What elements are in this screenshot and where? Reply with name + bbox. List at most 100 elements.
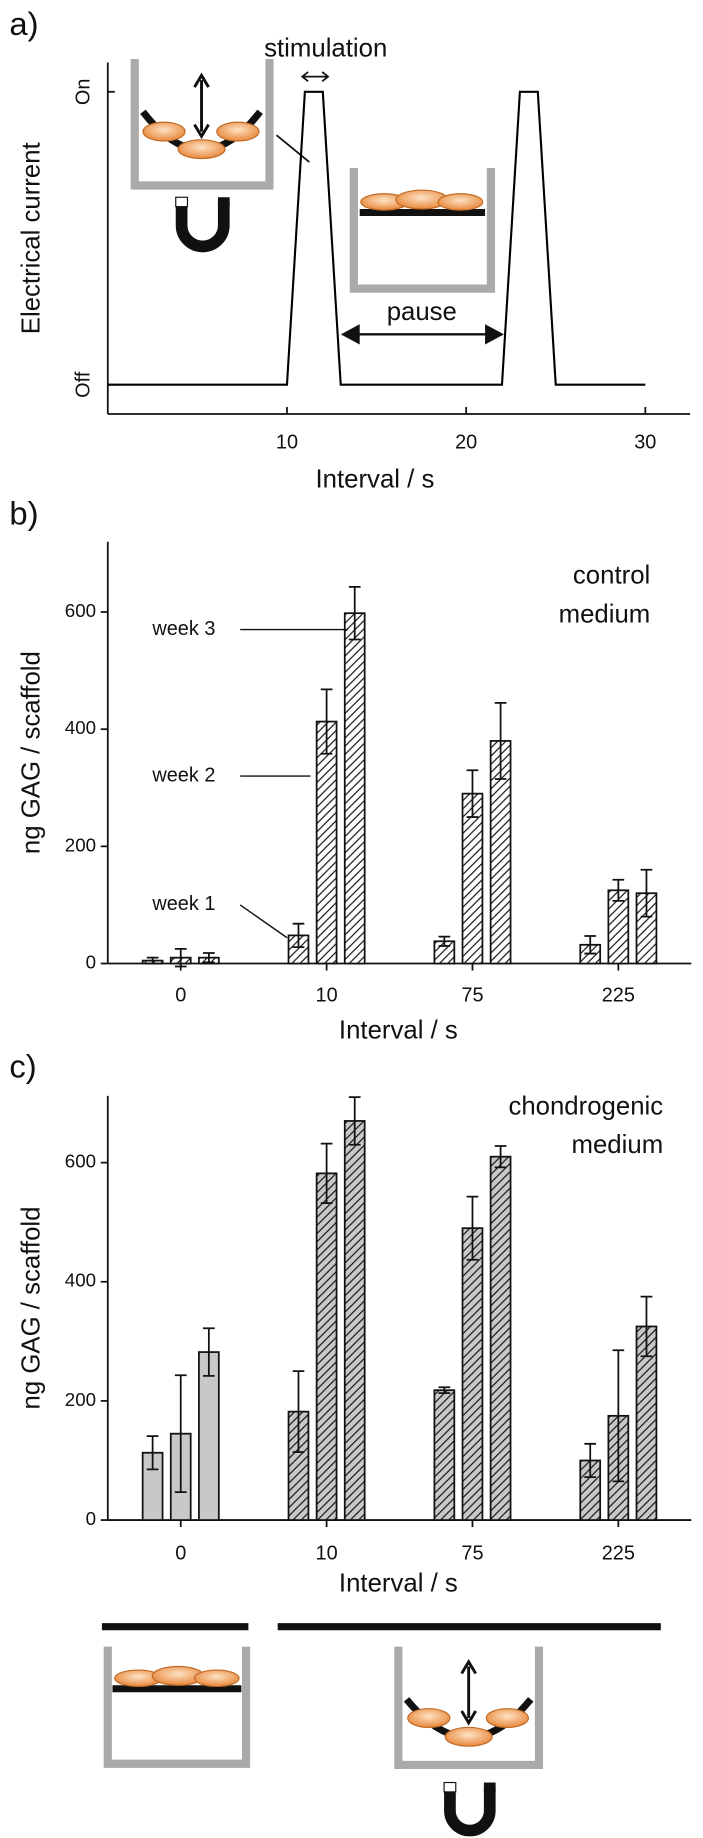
error-bar-line bbox=[146, 956, 159, 965]
y-tick-label: 400 bbox=[65, 717, 96, 738]
x-tick-label: 10 bbox=[316, 985, 338, 1007]
illustration-stimulated bbox=[130, 58, 310, 253]
annotation-arrows bbox=[300, 71, 504, 345]
bar bbox=[315, 1172, 338, 1521]
error-bar bbox=[494, 1145, 507, 1169]
bar bbox=[315, 720, 338, 965]
error-bar-line bbox=[146, 1435, 159, 1471]
error-bar-line bbox=[174, 1374, 187, 1493]
series-label: week 1 bbox=[151, 893, 215, 915]
annotation: chondrogenic bbox=[508, 1092, 663, 1120]
error-bar bbox=[292, 922, 305, 948]
panel-label: a) bbox=[9, 5, 38, 42]
error-bar bbox=[640, 868, 653, 918]
error-bar-line bbox=[612, 1349, 625, 1483]
y-tick-label: 400 bbox=[65, 1270, 96, 1291]
error-bar-line bbox=[348, 1096, 361, 1146]
error-bar bbox=[466, 1195, 479, 1261]
error-bar bbox=[146, 1435, 159, 1471]
y-tick-label: 600 bbox=[65, 1151, 96, 1172]
error-bar-line bbox=[438, 1386, 451, 1395]
x-tick-label: 10 bbox=[316, 1542, 338, 1564]
x-axis-label: Interval / s bbox=[339, 1016, 458, 1044]
y-axis-label: ng GAG / scaffold bbox=[18, 1207, 46, 1410]
error-bar-line bbox=[292, 922, 305, 948]
error-bar bbox=[202, 952, 215, 964]
error-bar bbox=[174, 1374, 187, 1493]
y-axis-label: ng GAG / scaffold bbox=[18, 651, 46, 854]
error-bar bbox=[146, 956, 159, 965]
bar bbox=[461, 792, 484, 965]
signal-line bbox=[107, 90, 646, 386]
x-tick-label: 20 bbox=[455, 432, 477, 454]
error-bar bbox=[466, 769, 479, 818]
x-axis-label: Interval / s bbox=[316, 466, 435, 494]
error-bar-line bbox=[348, 585, 361, 641]
error-bar-line bbox=[584, 935, 597, 955]
error-bar bbox=[438, 935, 451, 947]
y-tick-label: 200 bbox=[65, 1389, 96, 1410]
bar bbox=[433, 1389, 456, 1521]
error-bar bbox=[348, 1096, 361, 1146]
x-axis-label: Interval / s bbox=[339, 1569, 458, 1597]
annotation: medium bbox=[559, 600, 651, 628]
error-bar bbox=[494, 701, 507, 780]
error-bar-line bbox=[584, 1442, 597, 1479]
panel-label: b) bbox=[9, 495, 38, 532]
error-bar bbox=[202, 1327, 215, 1377]
error-bar-line bbox=[494, 701, 507, 780]
error-bar bbox=[584, 935, 597, 955]
annotation: stimulation bbox=[264, 34, 387, 62]
annotation: pause bbox=[387, 298, 457, 326]
series-label: week 3 bbox=[151, 618, 215, 640]
bottom-illustration bbox=[101, 1623, 661, 1837]
y-axis-label: Electrical current bbox=[18, 142, 46, 334]
error-bar bbox=[640, 1295, 653, 1358]
y-tick-label: 0 bbox=[86, 1508, 96, 1529]
error-bar-line bbox=[640, 868, 653, 918]
bar bbox=[343, 1120, 366, 1521]
error-bar bbox=[612, 1349, 625, 1483]
x-tick-label: 225 bbox=[602, 985, 635, 1007]
x-tick-label: 10 bbox=[276, 432, 298, 454]
bar bbox=[461, 1227, 484, 1521]
error-bar-line bbox=[320, 688, 333, 755]
y-tick-label: 200 bbox=[65, 834, 96, 855]
error-bar-line bbox=[438, 935, 451, 947]
x-tick-label: 75 bbox=[461, 985, 483, 1007]
leader-line bbox=[239, 904, 288, 939]
annotation: control bbox=[573, 562, 650, 590]
error-bar bbox=[320, 688, 333, 755]
y-tick-label: 600 bbox=[65, 600, 96, 621]
error-bar-line bbox=[466, 769, 479, 818]
x-tick-label: 30 bbox=[634, 432, 656, 454]
error-bar bbox=[584, 1442, 597, 1479]
series-label: week 2 bbox=[151, 764, 215, 786]
bar bbox=[489, 1155, 512, 1521]
error-bar-line bbox=[202, 952, 215, 964]
x-tick-label: 0 bbox=[175, 985, 186, 1007]
x-tick-label: 225 bbox=[602, 1542, 635, 1564]
panel-label: c) bbox=[9, 1048, 36, 1085]
error-bar bbox=[174, 947, 187, 968]
error-bar bbox=[320, 1142, 333, 1205]
y-tick-label: Off bbox=[73, 371, 95, 398]
error-bar-line bbox=[466, 1195, 479, 1261]
y-tick-label: On bbox=[73, 79, 95, 106]
error-bar-line bbox=[640, 1295, 653, 1358]
bar bbox=[343, 612, 366, 965]
error-bar-line bbox=[494, 1145, 507, 1169]
x-tick-label: 75 bbox=[461, 1542, 483, 1564]
error-bar-line bbox=[174, 947, 187, 968]
error-bar bbox=[612, 878, 625, 902]
error-bar bbox=[292, 1370, 305, 1454]
annotation: medium bbox=[572, 1131, 664, 1159]
bar bbox=[198, 1351, 220, 1521]
illustration-rest bbox=[349, 167, 496, 293]
error-bar bbox=[348, 585, 361, 641]
error-bar bbox=[438, 1386, 451, 1395]
error-bar-line bbox=[612, 878, 625, 902]
error-bar-line bbox=[320, 1142, 333, 1205]
y-tick-label: 0 bbox=[86, 951, 96, 972]
